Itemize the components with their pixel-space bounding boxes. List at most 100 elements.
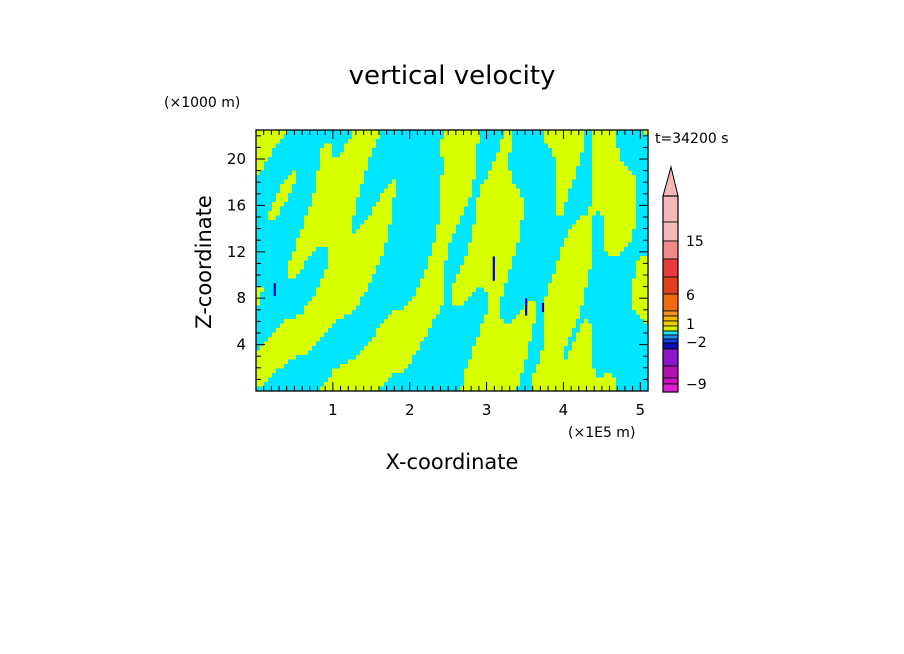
field-cell — [332, 305, 337, 311]
field-cell — [332, 224, 337, 230]
field-cell — [584, 278, 589, 284]
field-cell — [568, 341, 573, 347]
field-cell — [432, 283, 437, 289]
field-cell — [296, 350, 301, 356]
field-cell — [408, 319, 413, 325]
field-cell — [368, 179, 373, 185]
field-cell — [384, 134, 389, 140]
field-cell — [496, 269, 501, 275]
field-cell — [424, 134, 429, 140]
field-cell — [336, 377, 341, 383]
field-cell — [348, 229, 353, 235]
field-cell — [596, 269, 601, 275]
field-cell — [596, 278, 601, 284]
field-cell — [256, 193, 261, 199]
field-cell — [588, 161, 593, 167]
field-cell — [444, 166, 449, 172]
field-cell — [444, 224, 449, 230]
field-cell — [332, 332, 337, 338]
field-cell — [428, 139, 433, 145]
field-cell — [312, 130, 317, 136]
field-cell — [536, 247, 541, 253]
field-cell — [260, 188, 265, 194]
field-cell — [400, 359, 405, 365]
field-cell — [288, 310, 293, 316]
field-cell — [468, 373, 473, 379]
field-cell — [560, 242, 565, 248]
field-cell — [408, 139, 413, 145]
field-cell — [556, 296, 561, 302]
field-cell — [304, 206, 309, 212]
field-cell — [560, 179, 565, 185]
field-cell — [456, 341, 461, 347]
field-cell — [588, 377, 593, 383]
field-cell — [396, 161, 401, 167]
field-cell — [272, 148, 277, 154]
field-cell — [532, 242, 537, 248]
field-cell — [564, 283, 569, 289]
field-cell — [336, 148, 341, 154]
field-cell — [476, 377, 481, 383]
field-cell — [576, 152, 581, 158]
field-cell — [308, 179, 313, 185]
field-cell — [472, 139, 477, 145]
field-cell — [324, 364, 329, 370]
field-cell — [284, 350, 289, 356]
field-cell — [428, 224, 433, 230]
field-cell — [452, 260, 457, 266]
field-cell — [384, 215, 389, 221]
field-cell — [520, 305, 525, 311]
field-cell — [548, 332, 553, 338]
field-cell — [544, 242, 549, 248]
field-cell — [304, 274, 309, 280]
field-cell — [560, 197, 565, 203]
field-cell — [324, 206, 329, 212]
field-cell — [264, 287, 269, 293]
field-cell — [588, 148, 593, 154]
field-cell — [460, 179, 465, 185]
field-cell — [588, 296, 593, 302]
field-cell — [312, 323, 317, 329]
field-cell — [432, 188, 437, 194]
field-cell — [432, 211, 437, 217]
field-cell — [256, 152, 261, 158]
field-cell — [284, 283, 289, 289]
field-cell — [348, 359, 353, 365]
field-cell — [520, 193, 525, 199]
field-cell — [336, 359, 341, 365]
field-cell — [400, 292, 405, 298]
field-cell — [584, 305, 589, 311]
field-cell — [436, 328, 441, 334]
field-cell — [416, 346, 421, 352]
field-cell — [304, 143, 309, 149]
field-cell — [516, 148, 521, 154]
field-cell — [304, 283, 309, 289]
field-cell — [256, 157, 261, 163]
field-cell — [356, 269, 361, 275]
field-cell — [504, 193, 509, 199]
field-cell — [476, 319, 481, 325]
field-cell — [512, 179, 517, 185]
field-cell — [440, 265, 445, 271]
field-cell — [388, 382, 393, 388]
field-cell — [576, 328, 581, 334]
field-cell — [276, 166, 281, 172]
field-cell — [444, 247, 449, 253]
field-cell — [416, 301, 421, 307]
field-cell — [500, 206, 505, 212]
field-cell — [488, 373, 493, 379]
field-cell — [368, 377, 373, 383]
field-cell — [356, 323, 361, 329]
field-cell — [508, 292, 513, 298]
field-cell — [392, 364, 397, 370]
field-cell — [344, 278, 349, 284]
field-cell — [348, 386, 353, 391]
field-cell — [572, 346, 577, 352]
field-cell — [556, 139, 561, 145]
field-cell — [260, 319, 265, 325]
field-cell — [264, 346, 269, 352]
field-cell — [528, 386, 533, 391]
field-cell — [288, 269, 293, 275]
field-cell — [300, 229, 305, 235]
field-cell — [256, 148, 261, 154]
